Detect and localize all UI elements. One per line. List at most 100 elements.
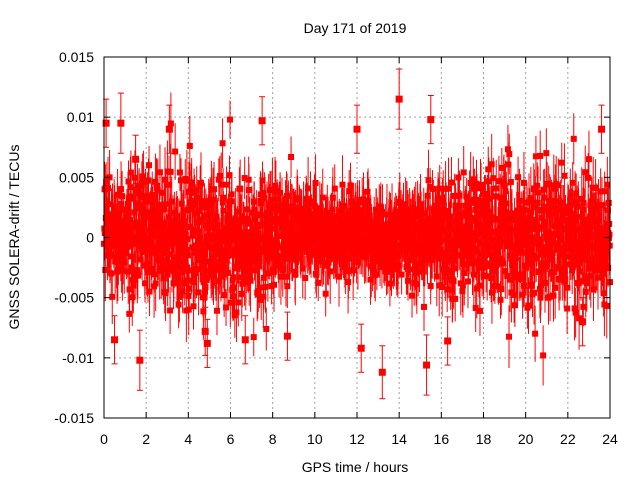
data-point [451, 265, 458, 272]
data-point [571, 248, 578, 255]
data-point [139, 173, 146, 180]
data-point [459, 282, 466, 289]
x-tick-label: 2 [142, 431, 150, 447]
data-point [206, 210, 213, 217]
data-point [213, 307, 220, 314]
data-point [138, 228, 145, 235]
data-point [459, 288, 466, 295]
data-point [604, 247, 611, 254]
data-point [439, 283, 446, 290]
y-tick-label: 0.015 [59, 49, 94, 65]
data-point [146, 288, 153, 295]
data-point [529, 225, 536, 232]
data-point [353, 125, 361, 133]
data-point [222, 248, 229, 255]
data-point [536, 285, 543, 292]
data-point [488, 161, 495, 168]
data-point [312, 247, 319, 254]
data-point [167, 307, 174, 314]
data-point [156, 216, 163, 223]
data-point [599, 202, 606, 209]
data-point [313, 271, 320, 278]
data-point [117, 119, 125, 127]
data-point [583, 273, 590, 280]
data-point [378, 263, 385, 270]
data-point [579, 318, 587, 326]
data-point [403, 208, 410, 215]
x-tick-label: 14 [391, 431, 407, 447]
data-point [580, 206, 587, 213]
data-point [500, 260, 507, 267]
data-point [600, 290, 607, 297]
data-point [253, 212, 260, 219]
data-point [226, 172, 233, 179]
data-point [478, 230, 485, 237]
data-point [288, 153, 295, 160]
data-point [251, 216, 258, 223]
data-point [533, 254, 540, 261]
data-point [562, 276, 569, 283]
data-point [233, 309, 240, 316]
data-point [256, 251, 263, 258]
data-point [152, 207, 159, 214]
data-point [289, 203, 296, 210]
data-point [123, 206, 130, 213]
data-point [395, 262, 402, 269]
data-point [297, 205, 304, 212]
data-point [528, 282, 535, 289]
data-point [526, 209, 533, 216]
data-point [126, 286, 133, 293]
y-tick-label: 0 [86, 230, 94, 246]
data-point [170, 268, 177, 275]
data-point [201, 288, 208, 295]
data-point [142, 280, 149, 287]
data-point [314, 228, 321, 235]
data-point [378, 225, 385, 232]
data-point [541, 194, 548, 201]
data-point [219, 234, 226, 241]
data-point [294, 196, 301, 203]
data-point [185, 306, 192, 313]
data-point [102, 266, 109, 273]
data-point [532, 330, 539, 337]
data-point [268, 217, 275, 224]
data-point [525, 302, 532, 309]
data-point [425, 177, 432, 184]
data-point [441, 258, 448, 265]
data-point [541, 279, 548, 286]
data-point [551, 197, 558, 204]
x-tick-label: 0 [100, 431, 108, 447]
data-point [109, 293, 116, 300]
data-point [254, 243, 261, 250]
data-point [551, 240, 558, 247]
data-point [258, 296, 265, 303]
data-point [227, 299, 234, 306]
data-point [239, 213, 246, 220]
data-point [466, 206, 473, 213]
data-point [237, 185, 244, 192]
y-tick-label: 0.005 [59, 169, 94, 185]
data-point [281, 223, 288, 230]
data-point [528, 234, 535, 241]
data-point [476, 257, 483, 264]
data-point [598, 235, 605, 242]
data-point [206, 236, 213, 243]
data-point [126, 231, 133, 238]
data-point [408, 241, 415, 248]
data-point [530, 204, 537, 211]
x-tick-label: 16 [434, 431, 450, 447]
data-point [210, 245, 217, 252]
data-point [498, 164, 505, 171]
data-point [467, 179, 474, 186]
data-point [202, 284, 209, 291]
data-point [166, 226, 173, 233]
x-tick-label: 20 [518, 431, 534, 447]
data-point [166, 181, 173, 188]
data-point [488, 289, 495, 296]
data-point [486, 195, 493, 202]
data-point [223, 181, 230, 188]
data-point [265, 201, 272, 208]
data-point [152, 178, 159, 185]
data-point [202, 240, 209, 247]
x-tick-label: 4 [184, 431, 192, 447]
